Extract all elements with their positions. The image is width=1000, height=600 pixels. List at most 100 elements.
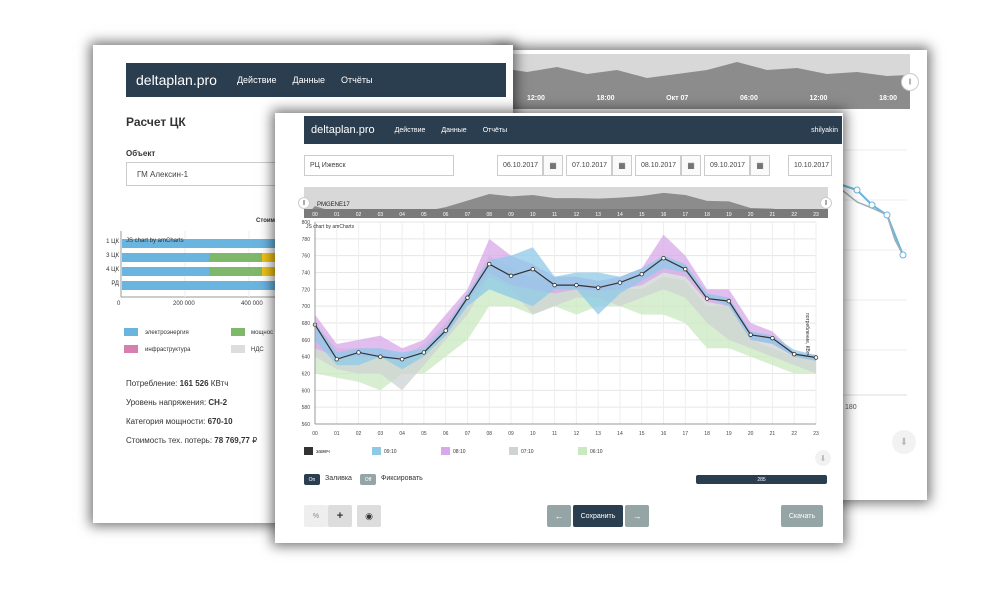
nav-item-action[interactable]: Действие	[394, 126, 426, 134]
percent-button[interactable]: %	[304, 505, 328, 527]
x-tick-label: 09	[508, 431, 514, 437]
scroll-tick: 07	[465, 212, 471, 218]
nav-item-data[interactable]: Данные	[441, 126, 467, 134]
prev-button[interactable]: ←	[547, 505, 571, 527]
main-series-point	[508, 273, 514, 279]
main-series-point	[399, 356, 405, 362]
plus-button[interactable]: +	[328, 505, 352, 527]
info-consumption: Потребление: 161 526 КВтч	[126, 379, 229, 388]
main-series-point	[574, 282, 579, 288]
calendar-button[interactable]: ▦	[750, 155, 770, 176]
download-icon[interactable]: ⬇	[815, 450, 831, 466]
brand-logo[interactable]: deltaplan.pro	[311, 124, 375, 136]
object-input[interactable]: РЦ Ижевск	[304, 155, 454, 176]
fill-toggle-label: Заливка	[325, 475, 352, 482]
fill-toggle[interactable]: On	[304, 474, 320, 485]
date-input[interactable]: 07.10.2017	[566, 155, 612, 176]
legend-swatch	[231, 328, 245, 336]
y-tick-label: 780	[302, 237, 311, 243]
bar-1ck-electricity	[122, 239, 282, 248]
navbar: deltaplan.pro Действие Данные Отчёты	[126, 63, 506, 97]
legend-label: 07:10	[521, 449, 534, 455]
info-power-category: Категория мощности: 670-10	[126, 417, 233, 426]
main-series-point	[792, 351, 797, 357]
consumption-chart: 00 01 02 03 04 05 06 07 08 09 10 11 12 13 14 15 16 17 18 19…	[302, 187, 828, 437]
fix-toggle[interactable]: Off	[360, 474, 376, 485]
legend-swatch[interactable]	[304, 447, 313, 455]
right-chart	[500, 54, 910, 396]
x-tick-label: 02	[356, 431, 362, 437]
navbar: deltaplan.pro Действие Данные Отчёты shi…	[304, 116, 842, 144]
scroll-tick: 22	[791, 212, 797, 218]
chart-axis	[314, 222, 816, 425]
main-series-point	[443, 328, 448, 333]
legend-swatch[interactable]	[509, 447, 518, 455]
nav-item-data[interactable]: Данные	[292, 75, 326, 85]
main-series-point	[704, 296, 710, 301]
date-input[interactable]: 09.10.2017	[704, 155, 750, 176]
x-tick-label: 05	[421, 431, 427, 437]
nav-item-reports[interactable]: Отчёты	[341, 75, 373, 85]
date-input[interactable]: 08.10.2017	[635, 155, 681, 176]
scroll-handle-right[interactable]: ||	[820, 197, 832, 209]
legend-label: замеч	[316, 449, 330, 455]
main-series-line	[314, 257, 817, 360]
x-tick-label: 15	[639, 431, 645, 437]
x-tick-label: 13	[595, 431, 601, 437]
bar-label: РД	[111, 281, 119, 287]
download-icon[interactable]: ⬇	[892, 430, 916, 454]
legend-swatch	[124, 328, 138, 336]
x-tick-label: 21	[770, 431, 776, 437]
brand-logo[interactable]: deltaplan.pro	[136, 72, 217, 88]
y-tick-label: 760	[302, 254, 311, 260]
legend-swatch[interactable]	[441, 447, 450, 455]
x-tick-label: 06	[443, 431, 449, 437]
next-button[interactable]: →	[625, 505, 649, 527]
time-label: 06:00	[739, 95, 758, 102]
x-tick-label: 07	[465, 431, 471, 437]
nav-item-action[interactable]: Действие	[236, 75, 277, 85]
time-label: Окт 07	[666, 95, 689, 102]
calendar-button[interactable]: ▦	[612, 155, 632, 176]
save-button[interactable]: Сохранить	[573, 505, 623, 527]
right-point	[899, 251, 907, 259]
x-tick-label: 20	[748, 431, 754, 437]
x-tick-label: 22	[791, 431, 797, 437]
main-series-point	[487, 261, 492, 267]
scroll-handle-left[interactable]: ||	[298, 197, 310, 209]
main-series-point	[683, 266, 688, 272]
y-tick-label: 660	[302, 338, 311, 344]
right-point	[883, 211, 891, 219]
main-series-point	[465, 295, 470, 300]
x-tick-label: 14	[617, 431, 623, 437]
fix-toggle-label: Фиксировать	[381, 475, 423, 482]
date-input[interactable]: 06.10.2017	[497, 155, 543, 176]
x-tick-label: 200 000	[173, 301, 195, 307]
info-loss-cost: Стоимость тех. потерь: 78 769,77 ₽	[126, 436, 258, 445]
amcharts-credit: JS chart by amCharts	[126, 238, 184, 244]
scroll-tick: 10	[530, 212, 536, 218]
y-tick-label: 580	[302, 405, 311, 411]
legend-label: 08:10	[453, 449, 466, 455]
right-tick-label: 180	[845, 404, 857, 411]
main-series-point	[813, 355, 819, 360]
y-tick-label: 700	[302, 304, 311, 310]
object-select[interactable]: ГМ Алексин-1	[126, 162, 286, 186]
calendar-button[interactable]: ▦	[681, 155, 701, 176]
eye-button[interactable]: ◉	[357, 505, 381, 527]
chart-header: Стоим	[256, 218, 275, 224]
x-tick-label: 00	[312, 431, 318, 437]
calendar-button[interactable]: ▦	[543, 155, 563, 176]
download-button[interactable]: Скачать	[781, 505, 823, 527]
calendar-icon: ▦	[756, 161, 764, 170]
legend-swatch[interactable]	[372, 447, 381, 455]
main-series-point	[726, 298, 732, 304]
legend-swatch[interactable]	[578, 447, 587, 455]
user-menu[interactable]: shilyakin	[811, 126, 838, 134]
scrollbar-preview: 00 01 02 03 04 05 06 07 08 09 10 11 12 13 14 15 16 17 18 19…	[304, 187, 828, 218]
scroll-handle-right[interactable]: ||	[901, 73, 919, 91]
scroll-tick: 20	[748, 212, 754, 218]
scroll-tick: 04	[399, 212, 405, 218]
date-input[interactable]: 10.10.2017	[788, 155, 832, 176]
nav-item-reports[interactable]: Отчёты	[482, 126, 508, 134]
